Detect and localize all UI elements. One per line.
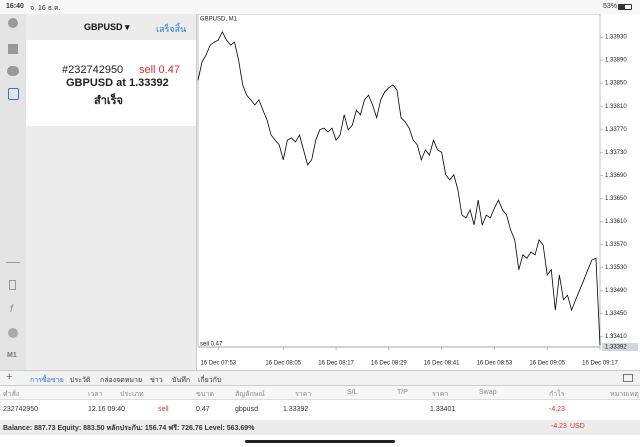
icon-account[interactable]	[8, 18, 18, 28]
cell: sell	[158, 406, 169, 413]
icon-candles[interactable]	[9, 280, 16, 290]
date: จ. 16 ธ.ค.	[30, 5, 61, 12]
done-button[interactable]: เสร็จสิ้น	[156, 24, 187, 34]
column-header: ขนาด	[196, 391, 215, 398]
currency: USD	[570, 423, 585, 430]
icon-new-order[interactable]	[8, 88, 19, 100]
symbol-select[interactable]: GBPUSD ▾	[84, 22, 130, 32]
x-tick-label: 16 Dec 09:05	[529, 361, 565, 367]
cell: gbpusd	[235, 406, 258, 413]
y-tick-label: 1.33530	[605, 265, 627, 271]
column-header: ราคา	[295, 391, 312, 398]
order-line-label: sell 0.47	[200, 342, 223, 348]
x-tick-label: 16 Dec 09:17	[582, 361, 618, 367]
order-price: GBPUSD at 1.33392	[66, 77, 169, 89]
icon-crosshair[interactable]	[6, 262, 20, 263]
column-header: หมายเหตุ	[610, 391, 639, 398]
status-bar: 16:40 จ. 16 ธ.ค. 53%	[0, 0, 640, 14]
cell: 1.33401	[430, 406, 456, 413]
battery-icon	[618, 4, 632, 10]
y-tick-label: 1.33650	[605, 196, 627, 202]
clock: 16:40	[6, 3, 24, 10]
price-line	[197, 30, 601, 346]
cell: 12.16 09:40	[88, 406, 125, 413]
panel-header: GBPUSD ▾ เสร็จสิ้น	[26, 14, 197, 40]
x-tick-label: 16 Dec 08:17	[318, 361, 354, 367]
column-header: กำไร	[549, 391, 565, 398]
cell: 1.33392	[283, 406, 309, 413]
tab[interactable]: เกี่ยวกับ	[198, 377, 222, 384]
plot-area	[197, 14, 601, 348]
column-header: เวลา	[88, 391, 103, 398]
price-tag	[602, 343, 638, 351]
column-header: S/L	[347, 389, 358, 396]
battery: 53%	[603, 3, 618, 10]
tab[interactable]: กล่องจดหมาย	[100, 377, 143, 384]
home-indicator	[245, 440, 395, 443]
y-tick-label: 1.33810	[605, 104, 627, 110]
table: คำสั่ง เวลา ประเภท ขนาด สัญลักษณ์ ราคา S/L T/P ร…	[0, 386, 640, 420]
y-tick-label: 1.33930	[605, 35, 627, 41]
x-tick-label: 16 Dec 08:29	[371, 361, 407, 367]
column-header: ราคา	[432, 391, 449, 398]
x-tick-label: 16 Dec 08:53	[477, 361, 513, 367]
tab[interactable]: ข่าว	[150, 377, 163, 384]
cell: -4.23	[549, 406, 565, 413]
account-summary: Balance: 887.73 Equity: 883.50 หลักประกั…	[3, 425, 255, 432]
y-tick-label: 1.33570	[605, 242, 627, 248]
cell: 0.47	[196, 406, 210, 413]
battery-level	[619, 5, 625, 9]
y-tick-label: 1.33450	[605, 311, 627, 317]
column-header: T/P	[397, 389, 408, 396]
chart-title: GBPUSD, M1	[200, 17, 238, 23]
icon-function[interactable]: f	[10, 304, 13, 315]
add-button[interactable]: +	[6, 371, 13, 383]
order-status: สำเร็จ	[94, 95, 124, 107]
column-header: ประเภท	[120, 391, 144, 398]
timeframe[interactable]: M1	[7, 352, 17, 359]
order-action: sell 0.47	[139, 64, 180, 76]
column-header: สัญลักษณ์	[235, 391, 265, 398]
chart: GBPUSD, M1 sell 0.47 1.33930 1.33890 1.338…	[197, 14, 638, 367]
x-tick-label: 16 Dec 08:41	[424, 361, 460, 367]
icon-objects[interactable]	[8, 328, 18, 338]
price-tag-label: 1.33392	[605, 345, 627, 351]
header-row	[0, 386, 640, 400]
column-header: คำสั่ง	[3, 391, 20, 398]
y-tick-label: 1.33730	[605, 150, 627, 156]
toolbar: + การซื้อขาย ประวัติ กล่องจดหมาย ข่าว บันทึก…	[0, 370, 640, 387]
footer: Balance: 887.73 Equity: 883.50 หลักประกั…	[0, 420, 640, 435]
y-tick-label: 1.33610	[605, 219, 627, 225]
sidebar: f M1	[0, 14, 26, 370]
icon-trade[interactable]	[8, 44, 18, 54]
column-header: Swap	[479, 389, 497, 396]
y-tick-label: 1.33770	[605, 127, 627, 133]
y-tick-label: 1.33850	[605, 81, 627, 87]
order-result: #232742950 sell 0.47 GBPUSD at 1.33392 ส…	[26, 40, 196, 126]
x-tick-label: 16 Dec 07:53	[200, 361, 236, 367]
total-profit: -4.23	[551, 423, 567, 430]
y-tick-label: 1.33410	[605, 334, 627, 340]
y-tick-label: 1.33490	[605, 288, 627, 294]
x-tick-label: 16 Dec 08:05	[265, 361, 301, 367]
cell: 232742950	[3, 406, 39, 413]
tab[interactable]: ประวัติ	[70, 377, 91, 384]
icon-chat[interactable]	[7, 66, 19, 76]
order-number: #232742950	[62, 64, 124, 76]
y-tick-label: 1.33890	[605, 58, 627, 64]
y-tick-label: 1.33690	[605, 173, 627, 179]
tab[interactable]: บันทึก	[172, 377, 191, 384]
left-panel: f M1 GBPUSD ▾ เสร็จสิ้น #232742950 sell …	[0, 14, 197, 370]
layout-icon[interactable]	[623, 374, 633, 382]
